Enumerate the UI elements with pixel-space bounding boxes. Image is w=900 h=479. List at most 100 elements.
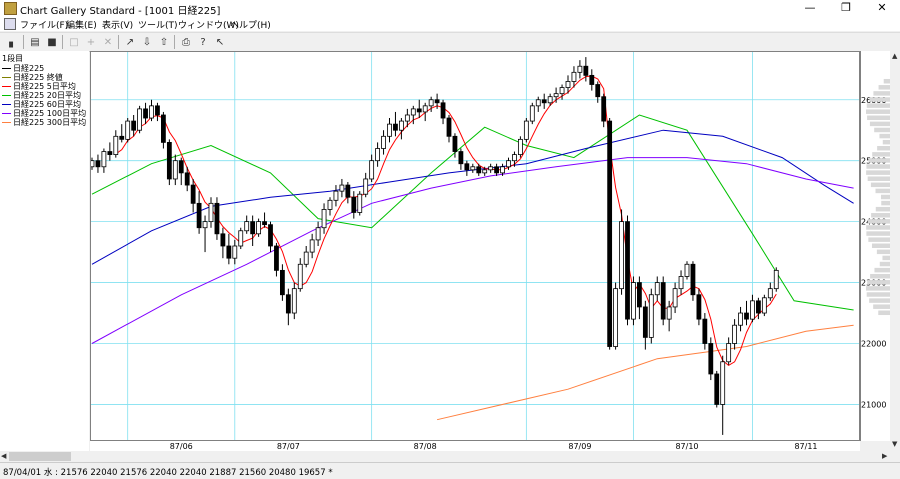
- title-bar: Chart Gallery Standard - [1001 日経225] — …: [0, 0, 900, 17]
- volume-profile-bar: [866, 109, 890, 114]
- candle-body: [577, 65, 583, 73]
- close-button[interactable]: ✕: [877, 1, 887, 14]
- candle-body: [190, 184, 196, 204]
- candle-body: [375, 148, 381, 162]
- x-tick-label: 87/09: [568, 442, 591, 451]
- candle-body: [726, 343, 732, 363]
- volume-profile-bar: [878, 85, 890, 90]
- candle-body: [333, 190, 339, 201]
- candle-body: [113, 135, 119, 155]
- candle-body: [404, 114, 410, 122]
- menu-help[interactable]: ヘルプ(H): [230, 21, 271, 31]
- candle-body: [428, 99, 434, 107]
- candle-body: [143, 108, 148, 119]
- scroll-left-arrow-icon[interactable]: ◀: [1, 452, 7, 460]
- candle-body: [678, 276, 684, 290]
- trend-icon[interactable]: ↗: [125, 37, 135, 48]
- x-tick-label: 87/07: [277, 442, 300, 451]
- scroll-up-arrow-icon[interactable]: ▲: [892, 52, 898, 60]
- volume-profile-bar: [875, 188, 890, 194]
- candle-body: [166, 142, 172, 180]
- volume-profile-bar: [869, 298, 890, 303]
- vertical-scrollbar[interactable]: ▲ ▼: [890, 51, 900, 451]
- candle-body: [512, 154, 517, 162]
- candle-body: [410, 108, 416, 116]
- horizontal-scrollbar[interactable]: ◀ ▶: [0, 451, 900, 462]
- ma-line: [115, 75, 777, 367]
- minimize-button[interactable]: —: [804, 1, 816, 14]
- open-folder-icon[interactable]: ▤: [30, 37, 40, 48]
- volume-profile-bar: [874, 267, 890, 273]
- menu-view[interactable]: 表示(V): [102, 21, 134, 31]
- volume-profile-bar: [867, 219, 890, 224]
- ma-line: [91, 114, 854, 311]
- crosshair-icon[interactable]: +: [86, 37, 96, 48]
- copy-icon[interactable]: □: [69, 37, 79, 48]
- menu-edit[interactable]: 編集(E): [66, 21, 97, 31]
- scroll-up-icon[interactable]: ⇧: [159, 37, 169, 48]
- candle-body: [654, 282, 660, 296]
- candle-body: [690, 263, 696, 296]
- volume-profile-bar: [872, 152, 890, 157]
- help-icon[interactable]: ?: [200, 37, 206, 48]
- candle-body: [291, 288, 297, 314]
- ma-line: [91, 129, 854, 265]
- save-icon[interactable]: ■: [47, 37, 57, 48]
- volume-profile-bar: [883, 78, 890, 84]
- candle-body: [161, 114, 166, 143]
- candle-body: [744, 312, 749, 320]
- candle-body: [238, 230, 244, 247]
- candle-body: [345, 184, 351, 198]
- candle-body: [172, 160, 178, 180]
- menu-tools[interactable]: ツール(T): [138, 21, 178, 31]
- candle-body: [506, 160, 511, 168]
- candle-body: [422, 105, 428, 113]
- candle-body: [583, 65, 589, 76]
- volume-profile-bar: [866, 103, 890, 108]
- candle-body: [196, 202, 202, 229]
- candle-body: [90, 160, 95, 168]
- candle-body: [274, 245, 279, 271]
- candlestick-chart[interactable]: [90, 51, 860, 441]
- candle-body: [446, 117, 452, 137]
- candle-body: [773, 269, 779, 290]
- x-axis: 87/06 87/07 87/08 87/09 87/10 87/11: [90, 441, 860, 451]
- menu-file[interactable]: ファイル(F): [20, 21, 69, 31]
- candle-body: [387, 123, 392, 137]
- candle-body: [696, 294, 702, 320]
- candle-body: [559, 87, 565, 95]
- scroll-down-arrow-icon[interactable]: ▼: [892, 440, 898, 448]
- toolbar-separator: [23, 35, 24, 49]
- scroll-down-icon[interactable]: ⇩: [142, 37, 152, 48]
- legend-swatch: [2, 86, 11, 87]
- mdi-system-icon[interactable]: [4, 18, 16, 30]
- toolbar: ▖ ▤ ■ □ + ✕ ↗ ⇩ ⇧ ⎙ ? ↖: [0, 32, 900, 52]
- candle-body: [529, 105, 535, 122]
- candle-body: [541, 99, 547, 104]
- legend-panel: 1段目 日経225 日経225 終値 日経225 5日平均 日経225 20日平…: [0, 51, 89, 451]
- volume-profile-bar: [874, 127, 890, 133]
- scrollbar-thumb[interactable]: [9, 452, 71, 461]
- candle-body: [464, 163, 470, 171]
- candle-body: [595, 84, 601, 98]
- scroll-right-arrow-icon[interactable]: ▶: [882, 452, 888, 460]
- candle-body: [327, 199, 333, 210]
- candle-body: [714, 373, 720, 405]
- volume-profile-bar: [879, 133, 890, 139]
- volume-profile-bar: [879, 261, 890, 267]
- context-help-icon[interactable]: ↖: [215, 37, 225, 48]
- menu-window[interactable]: ウィンドウ(W): [178, 21, 239, 31]
- delete-icon[interactable]: ✕: [103, 37, 113, 48]
- candle-body: [101, 151, 107, 168]
- volume-profile-bar: [867, 115, 890, 121]
- candle-body: [738, 312, 743, 326]
- legend-swatch: [2, 77, 11, 78]
- candle-body: [672, 288, 678, 308]
- candle-body: [303, 251, 309, 265]
- print-icon[interactable]: ⎙: [182, 37, 190, 48]
- toolbar-separator: [174, 35, 175, 49]
- restore-button[interactable]: ❐: [841, 1, 851, 14]
- candle-body: [589, 74, 595, 85]
- candle-body: [363, 178, 369, 195]
- chart-icon[interactable]: ▖: [9, 37, 17, 48]
